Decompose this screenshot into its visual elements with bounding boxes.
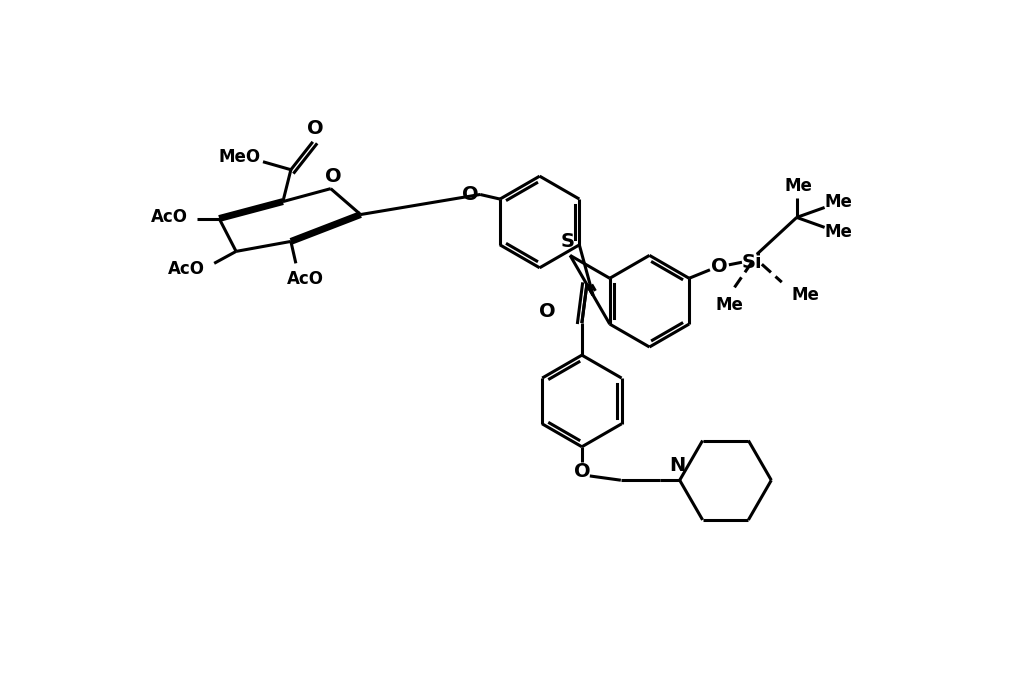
- Text: Me: Me: [791, 286, 819, 304]
- Text: Me: Me: [823, 223, 852, 242]
- Text: O: O: [538, 301, 554, 321]
- Text: Me: Me: [784, 177, 812, 195]
- Text: Me: Me: [823, 193, 852, 212]
- Text: O: O: [307, 120, 324, 139]
- Text: O: O: [462, 185, 478, 204]
- Text: N: N: [668, 456, 685, 475]
- Text: Me: Me: [714, 296, 742, 314]
- Text: AcO: AcO: [287, 270, 324, 288]
- Text: O: O: [325, 167, 341, 187]
- Text: O: O: [710, 258, 727, 276]
- Text: AcO: AcO: [151, 207, 187, 226]
- Text: MeO: MeO: [218, 148, 260, 166]
- Text: AcO: AcO: [168, 260, 205, 278]
- Text: O: O: [573, 462, 590, 482]
- Text: Si: Si: [741, 253, 761, 271]
- Text: S: S: [560, 232, 575, 251]
